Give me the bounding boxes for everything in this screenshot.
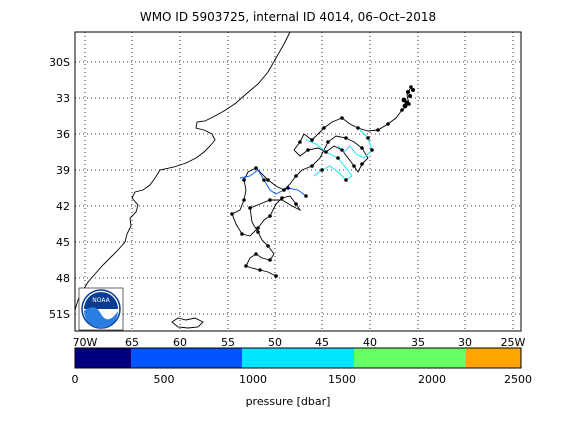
lon-tick: 45: [315, 336, 329, 349]
lon-tick: 25W: [501, 336, 526, 349]
lat-tick: 51S: [49, 308, 70, 321]
colorbar-segment: [242, 348, 354, 368]
lat-tick: 48: [56, 272, 70, 285]
lon-tick: 55: [221, 336, 235, 349]
lon-tick: 50: [268, 336, 282, 349]
lat-tick: 33: [56, 92, 70, 105]
colorbar-tick: 1000: [239, 373, 267, 386]
colorbar-segment: [354, 348, 466, 368]
lat-tick-labels: 30S 33 36 39 42 45 48 51S: [49, 56, 70, 321]
noaa-logo: NOAA: [78, 287, 124, 331]
logo-text: NOAA: [92, 297, 110, 304]
lat-tick: 45: [56, 236, 70, 249]
colorbar-label: pressure [dbar]: [245, 395, 331, 408]
colorbar-segment: [131, 348, 242, 368]
lon-tick: 65: [125, 336, 139, 349]
lon-tick: 60: [173, 336, 187, 349]
colorbar-tick: 500: [154, 373, 175, 386]
colorbar-tick: 1500: [328, 373, 356, 386]
lon-tick: 70W: [73, 336, 98, 349]
lat-tick: 39: [56, 164, 70, 177]
colorbar-segment: [466, 348, 521, 368]
lat-tick: 30S: [49, 56, 70, 69]
lon-tick: 35: [411, 336, 425, 349]
coastline: [74, 31, 291, 311]
lat-tick: 36: [56, 128, 70, 141]
colorbar-segment: [75, 348, 131, 368]
float-track: [230, 85, 415, 278]
map-frame: [74, 31, 522, 332]
lon-tick-labels: 70W 65 60 55 50 45 40 35 30 25W: [73, 336, 526, 349]
lon-tick: 40: [363, 336, 377, 349]
pressure-colorbar: 0 500 1000 1500 2000 2500: [72, 347, 532, 386]
colorbar-tick: 2500: [504, 373, 532, 386]
lon-tick: 30: [458, 336, 472, 349]
lat-tick: 42: [56, 200, 70, 213]
map-title: WMO ID 5903725, internal ID 4014, 06–Oct…: [139, 10, 437, 24]
map-grid: [75, 32, 521, 331]
colorbar-tick: 0: [72, 373, 79, 386]
colorbar-tick: 2000: [418, 373, 446, 386]
falkland-islands: [171, 317, 204, 329]
